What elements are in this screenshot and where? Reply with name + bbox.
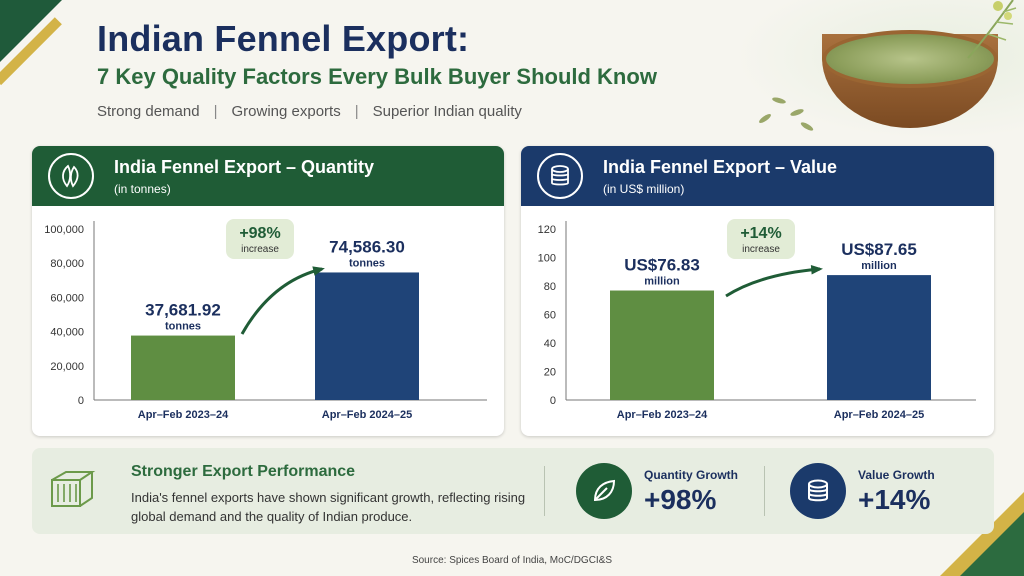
- quantity-bar-chart: 100,000 80,000 60,000 40,000 20,000 0 37,681.9…: [44, 219, 487, 421]
- growth-label: increase: [742, 244, 780, 255]
- value-panel-header: India Fennel Export – Value (in US$ mill…: [521, 146, 994, 206]
- quantity-growth-value: +98%: [644, 484, 717, 515]
- bar: [610, 290, 714, 400]
- growth-label: increase: [241, 244, 279, 255]
- growth-badge: [727, 219, 795, 259]
- fennel-seeds-fill: [822, 30, 998, 88]
- coin-stack-icon: [537, 153, 583, 199]
- page-subtitle: 7 Key Quality Factors Every Bulk Buyer S…: [97, 64, 657, 89]
- performance-summary: Stronger Export Performance India's fenn…: [32, 448, 994, 534]
- value-chart-unit: (in US$ million): [603, 181, 685, 196]
- coin-stack-icon: [790, 463, 846, 519]
- y-tick-label: 20: [544, 367, 556, 379]
- divider: [544, 466, 545, 516]
- growth-arrowhead: [312, 266, 325, 276]
- data-unit-label: tonnes: [349, 257, 385, 269]
- quantity-chart-title: India Fennel Export – Quantity: [114, 156, 375, 177]
- data-label: US$87.65: [841, 240, 917, 259]
- y-tick-label: 40: [544, 338, 556, 350]
- growth-value: +14%: [740, 225, 781, 242]
- shipping-container-icon: [51, 471, 96, 507]
- data-label: 74,586.30: [329, 237, 405, 256]
- y-tick-label: 80,000: [50, 258, 84, 270]
- y-tick-label: 20,000: [50, 361, 84, 373]
- y-tick-label: 60: [544, 310, 556, 322]
- value-chart-panel: India Fennel Export – Value (in US$ mill…: [521, 146, 994, 436]
- source-note: Source: Spices Board of India, MoC/DGCI&…: [411, 555, 613, 566]
- bar: [827, 275, 931, 400]
- value-growth-label: Value Growth: [858, 468, 935, 482]
- y-tick-label: 60,000: [50, 292, 84, 304]
- tagline: Strong demand | Growing exports | Superi…: [97, 103, 522, 120]
- x-tick-label: Apr–Feb 2023–24: [617, 409, 708, 421]
- y-tick-label: 120: [538, 224, 556, 236]
- performance-title: Stronger Export Performance: [131, 463, 356, 480]
- quantity-chart-unit: (in tonnes): [114, 181, 171, 196]
- growth-value: +98%: [239, 225, 280, 242]
- x-tick-label: Apr–Feb 2023–24: [138, 409, 229, 421]
- value-chart-title: India Fennel Export – Value: [603, 156, 838, 177]
- data-unit-label: million: [861, 260, 897, 272]
- bar: [315, 272, 419, 400]
- growth-badge: [226, 219, 294, 259]
- performance-text: India's fennel exports have shown signif…: [131, 490, 526, 524]
- tagline-separator: |: [354, 103, 359, 120]
- quantity-growth-label: Quantity Growth: [644, 468, 738, 482]
- data-unit-label: tonnes: [165, 321, 201, 333]
- quantity-panel-header: India Fennel Export – Quantity (in tonne…: [32, 146, 504, 206]
- page-title: Indian Fennel Export:: [97, 18, 470, 59]
- divider: [764, 466, 765, 516]
- growth-arrow: [725, 267, 821, 298]
- y-tick-label: 0: [550, 395, 556, 407]
- y-tick-label: 100,000: [44, 224, 84, 236]
- quantity-chart-panel: India Fennel Export – Quantity (in tonne…: [32, 146, 504, 436]
- y-tick-label: 0: [78, 395, 84, 407]
- growth-arrow: [240, 267, 323, 335]
- fennel-leaf-icon: [48, 153, 94, 199]
- growth-arrowhead: [810, 264, 823, 275]
- fennel-frond-icon: [967, 0, 1017, 59]
- bar: [131, 335, 235, 400]
- data-label: US$76.83: [624, 256, 700, 275]
- tagline-item: Growing exports: [231, 103, 341, 120]
- fennel-bowl-image: [734, 0, 1024, 140]
- data-unit-label: million: [644, 276, 680, 288]
- x-tick-label: Apr–Feb 2024–25: [322, 409, 413, 421]
- tagline-item: Superior Indian quality: [372, 103, 522, 120]
- value-growth-value: +14%: [858, 484, 931, 515]
- y-tick-label: 100: [538, 253, 556, 265]
- leaf-icon: [576, 463, 632, 519]
- y-tick-label: 80: [544, 281, 556, 293]
- tagline-separator: |: [213, 103, 218, 120]
- y-tick-label: 40,000: [50, 327, 84, 339]
- data-label: 37,681.92: [145, 301, 221, 320]
- x-tick-label: Apr–Feb 2024–25: [834, 409, 925, 421]
- tagline-item: Strong demand: [97, 103, 200, 120]
